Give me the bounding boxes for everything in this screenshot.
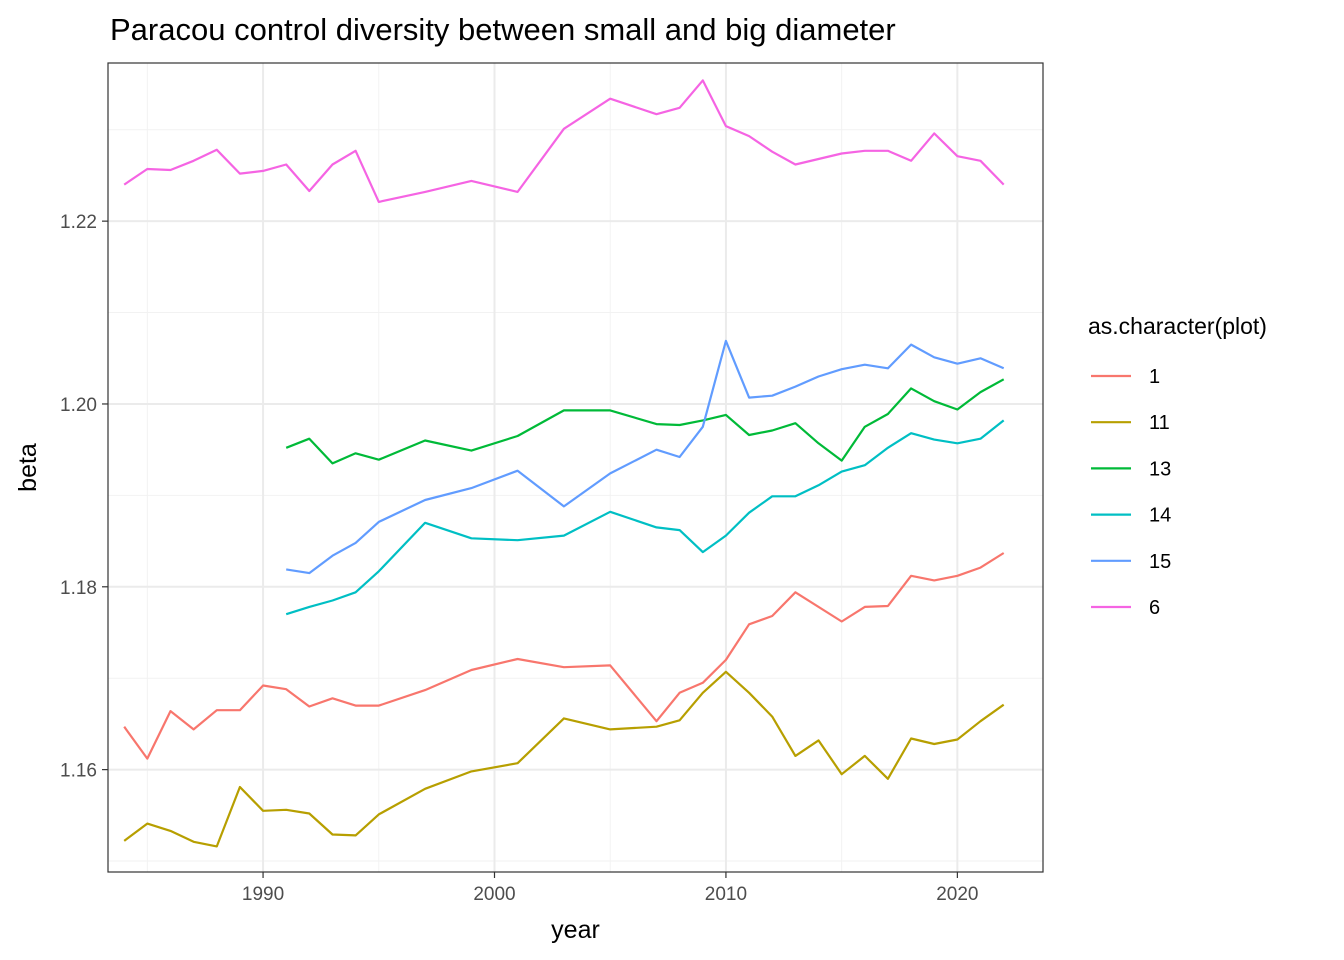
y-tick-label: 1.22 [60, 212, 97, 233]
chart-title: Paracou control diversity between small … [110, 12, 896, 47]
x-tick-label: 1990 [242, 884, 284, 905]
series-line-13 [285, 378, 1005, 465]
series-lines [123, 79, 1005, 848]
series-line-15 [286, 339, 1005, 575]
legend-label-14: 14 [1149, 505, 1171, 527]
x-tick-label: 2000 [473, 884, 515, 905]
y-axis-title: beta [14, 443, 42, 492]
x-tick-label: 2020 [936, 884, 978, 905]
legend-title: as.character(plot) [1088, 313, 1267, 339]
axes: 1990 2000 2010 2020 1.16 1.18 1.20 1.22 [60, 212, 978, 905]
legend-label-13: 13 [1149, 458, 1171, 480]
series-line-11 [123, 670, 1005, 848]
y-tick-label: 1.18 [60, 578, 97, 599]
legend-label-11: 11 [1149, 412, 1170, 434]
series-line-1 [123, 552, 1005, 760]
series-line-6 [123, 79, 1005, 203]
y-tick-label: 1.20 [60, 395, 97, 416]
plot-panel-border [107, 62, 1044, 873]
series-line-14 [285, 419, 1005, 616]
x-axis-title: year [551, 916, 600, 944]
legend-label-6: 6 [1149, 597, 1160, 619]
grid [108, 63, 1043, 872]
x-tick-label: 2010 [705, 884, 747, 905]
legend-label-1: 1 [1149, 366, 1160, 388]
y-tick-label: 1.16 [60, 761, 97, 782]
legend-label-15: 15 [1149, 551, 1171, 573]
